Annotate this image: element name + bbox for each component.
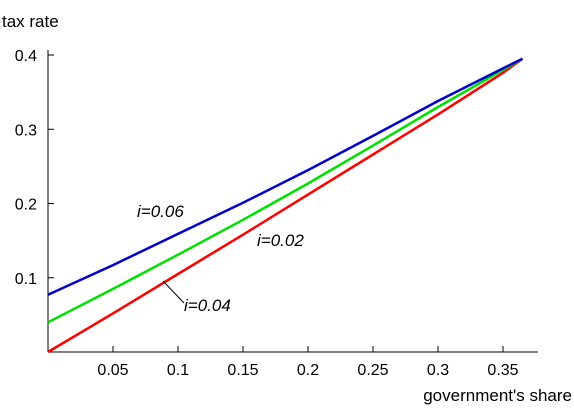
y-tick-label: 0.3 <box>15 122 37 139</box>
y-axis-label: tax rate <box>2 12 59 31</box>
series-label-i004: i=0.04 <box>184 296 231 315</box>
y-tick-label: 0.4 <box>15 48 37 65</box>
series-group <box>47 57 524 354</box>
x-tick-label: 0.05 <box>97 362 128 379</box>
series-line-i002 <box>47 57 524 354</box>
series-label-i006: i=0.06 <box>137 202 184 221</box>
x-tick-label: 0.35 <box>487 362 518 379</box>
x-axis-label: government's share <box>423 386 572 405</box>
x-tick-label: 0.15 <box>227 362 258 379</box>
annotation-pointer-i004 <box>162 280 185 304</box>
series-line-i004 <box>47 57 524 324</box>
x-tick-label: 0.25 <box>357 362 388 379</box>
series-line-i006 <box>47 57 524 296</box>
series-label-i002: i=0.02 <box>257 231 304 250</box>
y-tick-label: 0.2 <box>15 197 37 214</box>
x-tick-label: 0.3 <box>427 362 449 379</box>
x-tick-label: 0.1 <box>167 362 189 379</box>
ticks-group: 0.05 0.1 0.15 0.2 0.25 0.3 0.35 0.1 0.2 0.3 0.4 <box>15 48 519 379</box>
y-tick-label: 0.1 <box>15 271 37 288</box>
x-tick-label: 0.2 <box>297 362 319 379</box>
